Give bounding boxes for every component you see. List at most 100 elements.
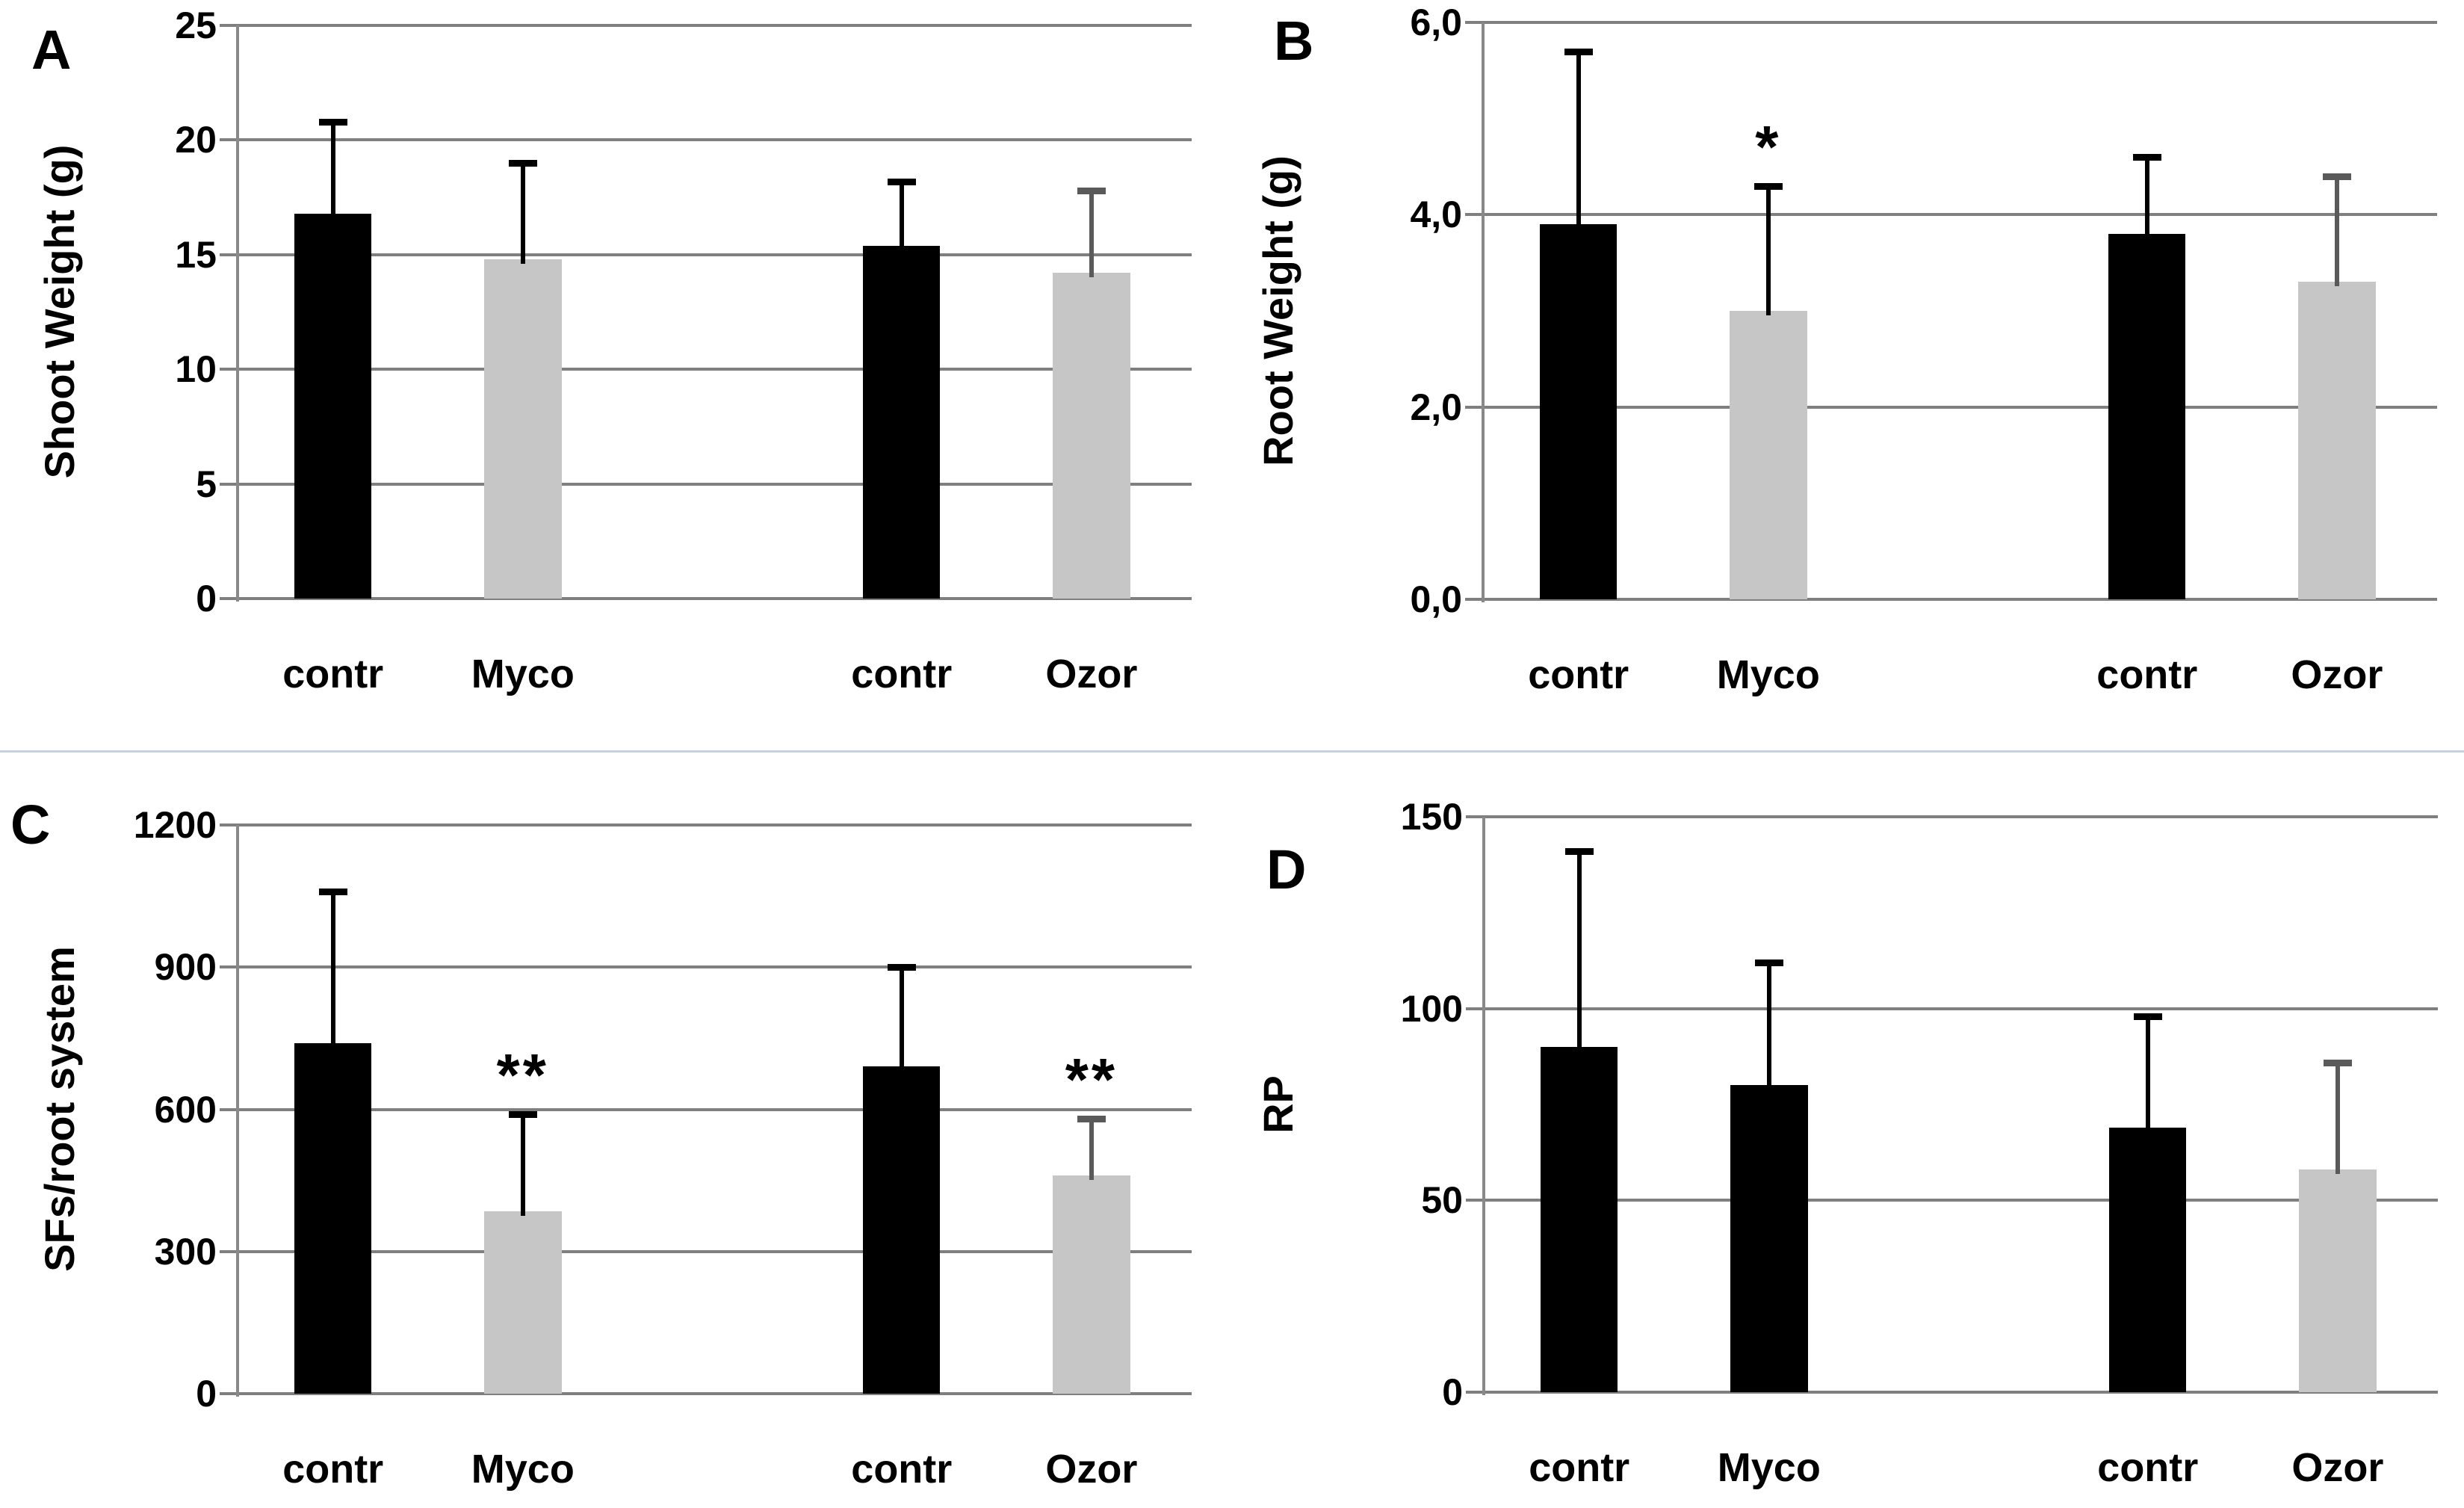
x-axis-label-myco: Myco bbox=[471, 652, 575, 696]
significance-marker: * bbox=[1755, 113, 1782, 180]
y-tick-label: 0 bbox=[1442, 1371, 1463, 1413]
y-tick-label: 4,0 bbox=[1410, 194, 1462, 236]
gridline-y-300 bbox=[220, 1249, 1192, 1253]
x-axis-label-ozor: Ozor bbox=[1045, 1447, 1138, 1492]
y-axis-title: RP bbox=[1254, 1075, 1301, 1134]
bar-myco-1 bbox=[484, 1211, 562, 1394]
y-tick-label: 5 bbox=[196, 463, 217, 505]
error-bar-cap bbox=[2322, 173, 2351, 180]
x-axis-label-contr: contr bbox=[1529, 1445, 1630, 1490]
bar-contr-2 bbox=[863, 1066, 941, 1394]
significance-marker: ** bbox=[1065, 1046, 1118, 1113]
x-axis-label-ozor: Ozor bbox=[2291, 1445, 2384, 1490]
error-bar-stem bbox=[1576, 51, 1581, 229]
bar-contr-0 bbox=[294, 213, 372, 599]
error-bar-stem bbox=[2334, 176, 2339, 287]
error-bar-stem bbox=[2335, 1062, 2340, 1175]
error-bar-stem bbox=[2145, 1016, 2150, 1132]
y-tick-label: 100 bbox=[1400, 987, 1463, 1030]
panel-a-shoot-weight: A Shoot Weight (g) 0 5 10 15 20 25 contr Myco co… bbox=[0, 0, 1232, 754]
y-tick-label: 150 bbox=[1400, 796, 1463, 838]
x-axis-label-ozor: Ozor bbox=[1045, 652, 1138, 696]
row-divider-line bbox=[0, 750, 2464, 753]
y-tick-label: 25 bbox=[175, 4, 217, 46]
bar-myco-1 bbox=[1730, 311, 1807, 599]
gridline-y-10 bbox=[220, 368, 1192, 371]
plot-area: * bbox=[1465, 21, 2437, 602]
x-axis-label-myco: Myco bbox=[1717, 1445, 1821, 1490]
bar-contr-0 bbox=[1539, 224, 1618, 599]
y-tick-label: 2,0 bbox=[1410, 386, 1462, 428]
x-axis-label-myco: Myco bbox=[1716, 652, 1820, 697]
error-bar-stem bbox=[1766, 962, 1771, 1090]
x-axis-label-contr: contr bbox=[2097, 1445, 2199, 1490]
y-axis-line bbox=[236, 825, 239, 1397]
y-tick-label: 300 bbox=[154, 1230, 217, 1273]
error-bar-stem bbox=[330, 891, 335, 1048]
y-axis-title: SFs/root system bbox=[36, 946, 83, 1272]
gridline-y-100 bbox=[1466, 1007, 2438, 1010]
error-bar-cap bbox=[887, 178, 916, 185]
error-bar-cap bbox=[1077, 1116, 1106, 1123]
gridline-y-25 bbox=[220, 24, 1192, 27]
x-axis-label-contr: contr bbox=[851, 652, 953, 696]
bar-ozor-3 bbox=[1053, 273, 1130, 599]
error-bar-cap bbox=[508, 1110, 537, 1118]
y-tick-label: 600 bbox=[154, 1088, 217, 1131]
error-bar-cap bbox=[1753, 182, 1783, 190]
y-tick-label: 50 bbox=[1421, 1179, 1463, 1222]
bar-myco-1 bbox=[484, 259, 562, 599]
panel-letter: B bbox=[1274, 10, 1314, 72]
y-tick-label: 10 bbox=[175, 348, 217, 391]
error-bar-stem bbox=[1089, 1119, 1094, 1181]
plot-area: ** ** bbox=[220, 823, 1192, 1397]
bar-contr-0 bbox=[294, 1042, 372, 1394]
y-tick-label: 15 bbox=[175, 233, 217, 276]
error-bar-stem bbox=[1765, 185, 1771, 315]
x-axis-label-myco: Myco bbox=[471, 1447, 575, 1492]
bar-contr-2 bbox=[2108, 234, 2186, 599]
y-tick-label: 1200 bbox=[133, 804, 217, 846]
gridline-y-0 bbox=[220, 597, 1192, 600]
error-bar-cap bbox=[887, 964, 916, 971]
gridline-y-15 bbox=[220, 253, 1192, 256]
gridline-y-600 bbox=[220, 1107, 1192, 1111]
gridline-y-20 bbox=[220, 138, 1192, 142]
x-axis-label-contr: contr bbox=[2096, 652, 2198, 697]
error-bar-cap bbox=[2133, 1013, 2162, 1020]
y-axis-line bbox=[236, 25, 239, 602]
x-axis-label-contr: contr bbox=[282, 1447, 384, 1492]
plot-area bbox=[1466, 815, 2438, 1395]
error-bar-cap bbox=[2132, 154, 2161, 161]
y-axis-title: Shoot Weight (g) bbox=[36, 144, 83, 479]
gridline-y-50 bbox=[1466, 1199, 2438, 1202]
significance-marker: ** bbox=[496, 1041, 549, 1108]
error-bar-stem bbox=[2144, 157, 2149, 239]
y-tick-label: 0 bbox=[196, 578, 217, 619]
error-bar-cap bbox=[2323, 1059, 2352, 1066]
gridline-y-0 bbox=[1466, 1391, 2438, 1394]
x-axis-label-contr: contr bbox=[851, 1447, 953, 1492]
panel-letter: A bbox=[31, 19, 72, 81]
bar-ozor-3 bbox=[2298, 282, 2376, 599]
gridline-y-0 bbox=[220, 1392, 1192, 1395]
y-tick-label: 20 bbox=[175, 119, 217, 161]
panel-letter: C bbox=[10, 794, 51, 856]
gridline-y-2,0 bbox=[1465, 405, 2437, 409]
error-bar-stem bbox=[520, 163, 525, 264]
gridline-y-5 bbox=[220, 482, 1192, 486]
error-bar-cap bbox=[508, 160, 537, 167]
error-bar-cap bbox=[318, 888, 347, 895]
error-bar-cap bbox=[1077, 187, 1106, 194]
panel-letter: D bbox=[1266, 838, 1307, 900]
y-tick-label: 900 bbox=[154, 946, 217, 989]
x-axis-label-contr: contr bbox=[1528, 652, 1629, 697]
bar-contr-2 bbox=[863, 245, 941, 599]
gridline-y-150 bbox=[1466, 815, 2438, 818]
panel-d-rp: D RP 0 50 100 150 contr Myco contr Ozor bbox=[1232, 754, 2464, 1508]
y-axis-line bbox=[1482, 22, 1485, 602]
bar-ozor-3 bbox=[2299, 1169, 2377, 1392]
gridline-y-0,0 bbox=[1465, 598, 2437, 601]
plot-area bbox=[220, 24, 1192, 602]
error-bar-stem bbox=[899, 967, 904, 1072]
